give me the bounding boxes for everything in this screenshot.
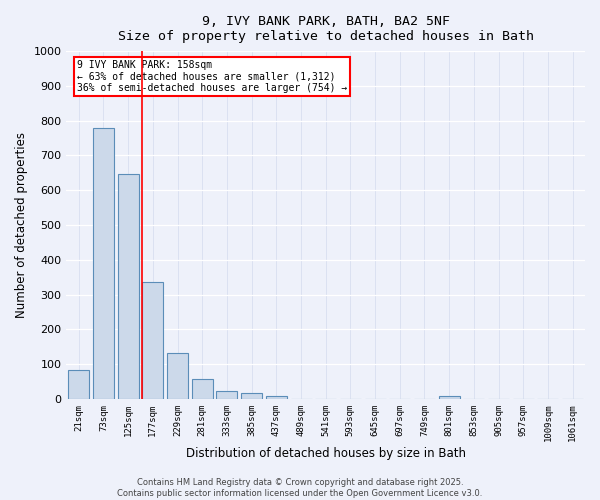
Bar xyxy=(192,379,213,399)
Bar xyxy=(439,396,460,399)
Bar xyxy=(118,174,139,399)
Bar xyxy=(167,353,188,399)
X-axis label: Distribution of detached houses by size in Bath: Distribution of detached houses by size … xyxy=(186,447,466,460)
Bar xyxy=(93,128,114,399)
Text: Contains HM Land Registry data © Crown copyright and database right 2025.
Contai: Contains HM Land Registry data © Crown c… xyxy=(118,478,482,498)
Bar xyxy=(68,370,89,399)
Bar xyxy=(266,396,287,399)
Bar xyxy=(217,392,238,399)
Bar xyxy=(142,282,163,399)
Text: 9 IVY BANK PARK: 158sqm
← 63% of detached houses are smaller (1,312)
36% of semi: 9 IVY BANK PARK: 158sqm ← 63% of detache… xyxy=(77,60,347,93)
Bar xyxy=(241,393,262,399)
Y-axis label: Number of detached properties: Number of detached properties xyxy=(15,132,28,318)
Title: 9, IVY BANK PARK, BATH, BA2 5NF
Size of property relative to detached houses in : 9, IVY BANK PARK, BATH, BA2 5NF Size of … xyxy=(118,15,534,43)
